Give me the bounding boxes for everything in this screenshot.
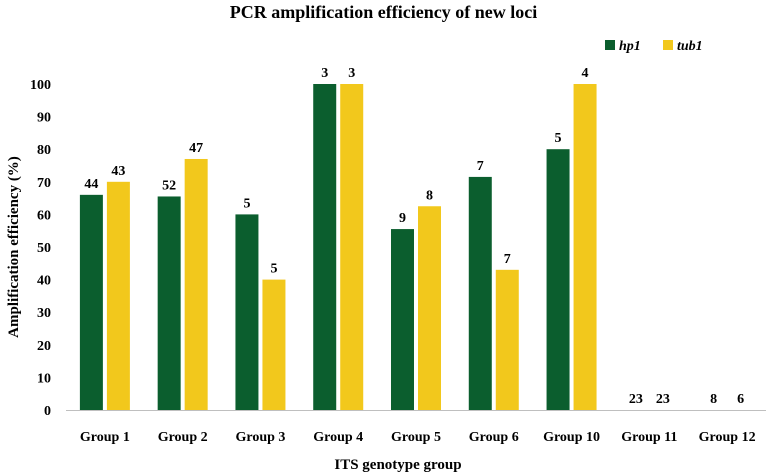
x-tick-label: Group 6 <box>469 430 519 445</box>
legend-swatch-hp1 <box>605 40 615 50</box>
y-tick-label: 70 <box>37 176 51 191</box>
data-label-tub1-1: 43 <box>111 164 125 179</box>
chart-title: PCR amplification efficiency of new loci <box>230 2 537 22</box>
y-axis: 0 10 20 30 40 50 60 70 80 90 100 <box>30 78 51 419</box>
bar-tub1-4 <box>340 84 364 410</box>
y-tick-label: 0 <box>44 404 51 419</box>
bars <box>79 84 597 410</box>
data-labels: 44 43 52 47 5 5 3 3 9 8 7 7 5 4 23 23 8 6 <box>84 66 744 407</box>
bar-hp1-7 <box>546 149 570 410</box>
data-label-hp1-8: 23 <box>629 392 643 407</box>
x-tick-label: Group 1 <box>80 430 130 445</box>
x-tick-label: Group 10 <box>543 430 600 445</box>
data-label-tub1-5: 8 <box>426 188 433 203</box>
legend-label-tub1: tub1 <box>677 39 703 54</box>
data-label-tub1-4: 3 <box>348 66 355 81</box>
data-label-hp1-5: 9 <box>399 211 406 226</box>
bar-tub1-7 <box>573 84 597 410</box>
x-tick-label: Group 4 <box>313 430 363 445</box>
data-label-hp1-7: 5 <box>555 131 562 146</box>
y-axis-label: Amplification efficiency (%) <box>6 156 22 338</box>
y-tick-label: 50 <box>37 241 51 256</box>
legend-swatch-tub1 <box>663 40 673 50</box>
legend: hp1 tub1 <box>605 39 703 54</box>
x-tick-label: Group 3 <box>235 430 285 445</box>
data-label-tub1-3: 5 <box>270 262 277 277</box>
data-label-hp1-4: 3 <box>321 66 328 81</box>
bar-hp1-1 <box>79 194 103 410</box>
data-label-tub1-6: 7 <box>504 252 511 267</box>
y-tick-label: 60 <box>37 208 51 223</box>
bar-hp1-2 <box>157 196 181 410</box>
y-tick-label: 90 <box>37 111 51 126</box>
y-tick-label: 30 <box>37 306 51 321</box>
bar-hp1-4 <box>313 84 337 410</box>
data-label-tub1-2: 47 <box>189 141 203 156</box>
x-tick-label: Group 5 <box>391 430 441 445</box>
data-label-hp1-2: 52 <box>162 178 176 193</box>
data-label-hp1-1: 44 <box>84 177 98 192</box>
data-label-tub1-9: 6 <box>737 392 744 407</box>
y-tick-label: 40 <box>37 274 51 289</box>
data-label-hp1-9: 8 <box>710 392 717 407</box>
bar-hp1-5 <box>391 229 414 410</box>
data-label-tub1-8: 23 <box>656 392 670 407</box>
data-label-hp1-3: 5 <box>243 196 250 211</box>
data-label-hp1-6: 7 <box>477 159 484 174</box>
x-tick-label: Group 12 <box>699 430 756 445</box>
y-tick-label: 10 <box>37 371 51 386</box>
bar-tub1-5 <box>418 206 441 410</box>
bar-hp1-3 <box>235 214 259 410</box>
bar-tub1-1 <box>106 181 130 410</box>
y-tick-label: 80 <box>37 143 51 158</box>
x-tick-label: Group 2 <box>158 430 208 445</box>
data-label-tub1-7: 4 <box>582 66 589 81</box>
bar-tub1-2 <box>184 158 208 410</box>
legend-label-hp1: hp1 <box>619 39 641 54</box>
y-tick-label: 20 <box>37 339 51 354</box>
x-tick-label: Group 11 <box>621 430 677 445</box>
y-tick-label: 100 <box>30 78 51 93</box>
bar-hp1-6 <box>468 176 492 410</box>
x-axis: Group 1 Group 2 Group 3 Group 4 Group 5 Group… <box>80 430 756 445</box>
bar-tub1-3 <box>262 279 286 410</box>
x-axis-label: ITS genotype group <box>334 457 461 473</box>
bar-tub1-6 <box>495 269 519 410</box>
